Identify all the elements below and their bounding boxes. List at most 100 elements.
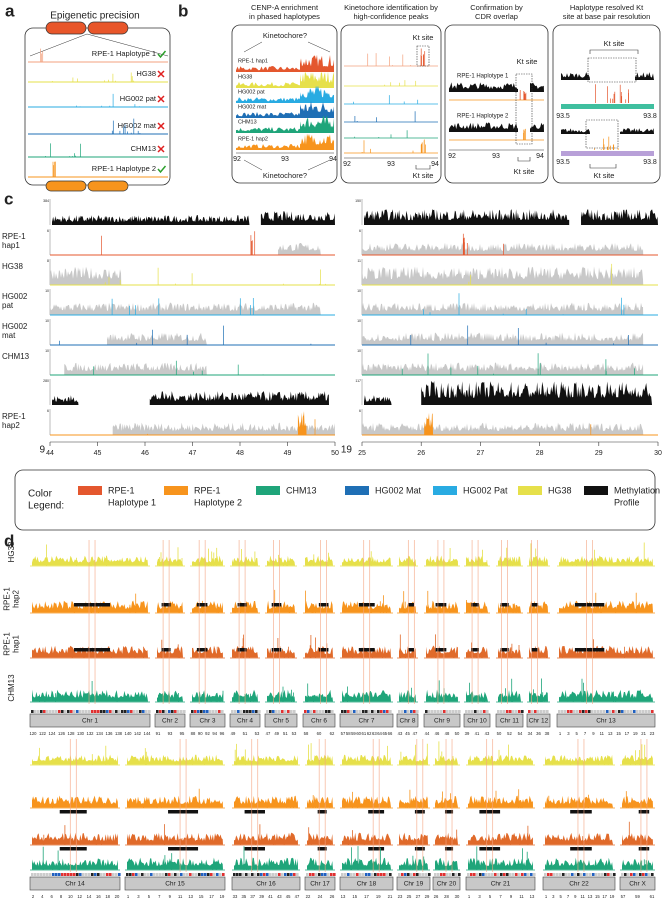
band bbox=[528, 710, 531, 713]
cdr-bar bbox=[471, 603, 479, 607]
cdr-bar bbox=[244, 810, 265, 814]
signal bbox=[354, 130, 408, 138]
signal-area bbox=[545, 857, 613, 870]
band bbox=[210, 873, 213, 876]
band bbox=[139, 710, 142, 713]
signal bbox=[437, 829, 458, 845]
x-tick-label: 14 bbox=[87, 894, 92, 899]
signal bbox=[129, 788, 200, 808]
band bbox=[55, 873, 58, 876]
rule bbox=[307, 41, 331, 53]
track-max-label: 11 bbox=[357, 259, 361, 263]
band bbox=[275, 710, 278, 713]
x-tick-label: 11 bbox=[178, 894, 183, 899]
band bbox=[604, 873, 607, 876]
band bbox=[129, 873, 132, 876]
legend-label: RPE-1 bbox=[194, 485, 221, 495]
x-tick-label: 23 bbox=[650, 731, 655, 736]
chromosome-box bbox=[432, 876, 461, 891]
chromosome-label: Chr 21 bbox=[491, 881, 511, 888]
methylation-area bbox=[561, 128, 590, 134]
track-label: RPE-1 bbox=[3, 632, 12, 656]
cdr-bar bbox=[479, 847, 501, 851]
band bbox=[592, 873, 595, 876]
box-title: in phased haplotypes bbox=[249, 12, 320, 21]
band bbox=[380, 710, 383, 713]
x-tick-label: 38 bbox=[545, 731, 550, 736]
signal bbox=[193, 600, 219, 613]
band bbox=[533, 873, 536, 876]
band bbox=[425, 710, 428, 713]
signal bbox=[490, 789, 523, 808]
x-tick-label: 9 bbox=[574, 894, 577, 899]
cdr-bar bbox=[271, 648, 282, 652]
rule bbox=[86, 33, 169, 57]
signal bbox=[431, 634, 455, 658]
signal-area bbox=[305, 600, 333, 613]
x-tick-label: 11 bbox=[519, 894, 524, 899]
band bbox=[136, 710, 139, 713]
methylation-area bbox=[635, 72, 654, 80]
x-tick-label: 50 bbox=[455, 731, 460, 736]
band bbox=[177, 873, 180, 876]
signal bbox=[588, 592, 637, 613]
band bbox=[198, 873, 201, 876]
band bbox=[568, 873, 571, 876]
track-label: CHM13 bbox=[238, 119, 257, 125]
x-tick-label: 13 bbox=[530, 894, 535, 899]
methylation-area bbox=[421, 381, 652, 405]
cdr-bar bbox=[435, 648, 447, 652]
signal bbox=[343, 686, 364, 702]
signal bbox=[367, 53, 412, 66]
chromosome-label: Chr 13 bbox=[596, 718, 616, 725]
band bbox=[583, 873, 586, 876]
signal-area bbox=[307, 832, 333, 845]
band bbox=[380, 873, 383, 876]
band bbox=[544, 873, 547, 876]
band bbox=[103, 873, 106, 876]
chromosome-label: Chr 7 bbox=[359, 718, 375, 725]
x-tick-label: 21 bbox=[641, 731, 646, 736]
band bbox=[621, 873, 624, 876]
signal bbox=[400, 855, 425, 870]
cdr-bar bbox=[74, 648, 111, 652]
signal-area bbox=[545, 754, 613, 765]
panel-box bbox=[444, 24, 549, 184]
signal-area bbox=[267, 645, 295, 658]
band bbox=[88, 873, 91, 876]
band bbox=[597, 710, 600, 713]
band bbox=[206, 710, 209, 713]
x-tick-label: 33 bbox=[233, 894, 238, 899]
band bbox=[474, 710, 477, 713]
bracket bbox=[589, 164, 617, 169]
band bbox=[359, 873, 362, 876]
signal-area bbox=[32, 689, 148, 702]
signal bbox=[52, 161, 56, 177]
cdr-bar bbox=[196, 648, 208, 652]
signal-area bbox=[498, 555, 521, 566]
track-max-label: 6 bbox=[47, 229, 49, 233]
band bbox=[567, 710, 570, 713]
band bbox=[180, 873, 183, 876]
x-tick-label: 93 bbox=[281, 156, 289, 163]
cdr-bar bbox=[574, 648, 605, 652]
band bbox=[359, 710, 362, 713]
x-tick-label: 44 bbox=[425, 731, 430, 736]
x-tick-label: 15 bbox=[199, 894, 204, 899]
band bbox=[633, 873, 636, 876]
signal bbox=[45, 143, 81, 157]
band bbox=[386, 873, 389, 876]
band bbox=[591, 710, 594, 713]
x-tick-label: 13 bbox=[188, 894, 193, 899]
rule bbox=[243, 159, 263, 171]
signal-area bbox=[362, 332, 644, 345]
signal bbox=[46, 93, 141, 107]
cdr-bar bbox=[414, 847, 425, 851]
x-tick-label: 51 bbox=[283, 731, 288, 736]
band bbox=[269, 710, 272, 713]
band bbox=[401, 710, 404, 713]
signal bbox=[427, 590, 457, 613]
cdr-bar bbox=[574, 603, 605, 607]
track-label: pat bbox=[2, 301, 14, 310]
band bbox=[31, 873, 34, 876]
